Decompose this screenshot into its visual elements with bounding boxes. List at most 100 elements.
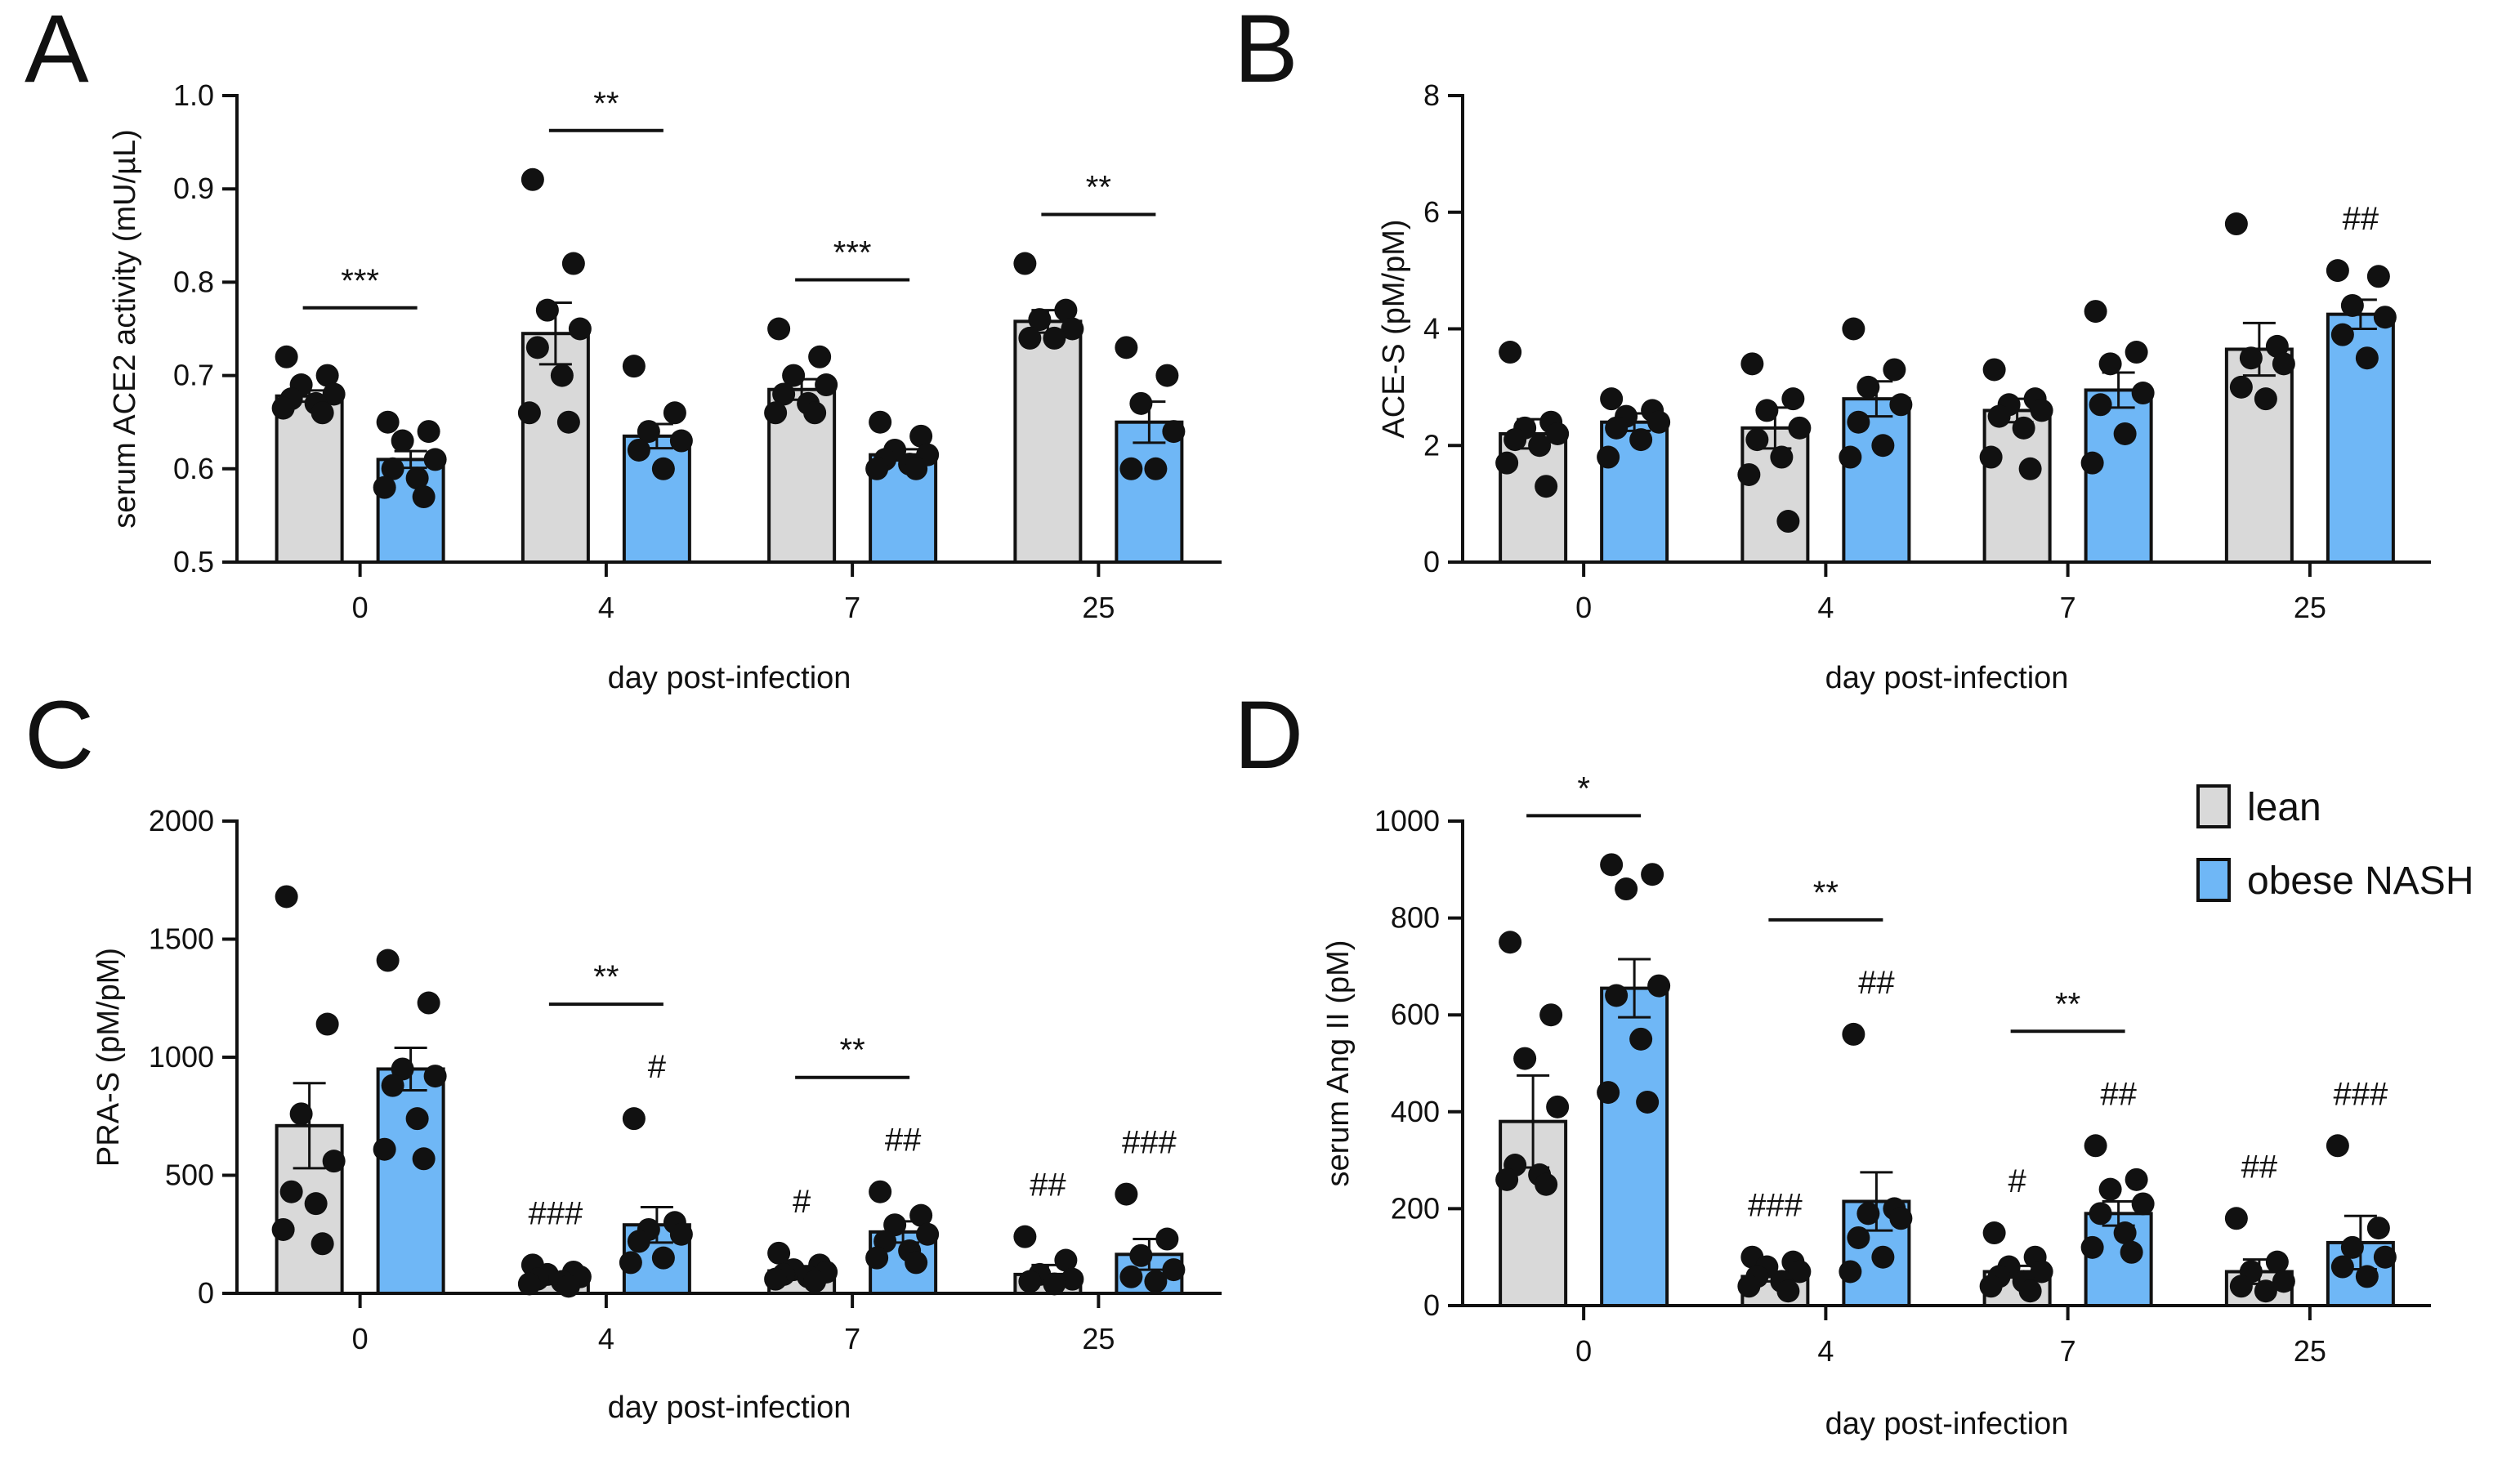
data-point xyxy=(1740,352,1764,376)
data-point xyxy=(275,345,298,368)
y-tick-label: 200 xyxy=(1391,1191,1440,1225)
data-point xyxy=(525,336,549,359)
significance-label: ** xyxy=(840,1033,865,1069)
data-point xyxy=(1745,428,1769,452)
data-point xyxy=(909,1203,933,1227)
x-tick-label: 25 xyxy=(2294,591,2326,624)
data-point xyxy=(1535,475,1558,498)
data-point xyxy=(2254,1279,2277,1303)
data-point xyxy=(803,1270,827,1293)
data-point xyxy=(622,355,646,378)
data-point xyxy=(1788,416,1812,440)
data-point xyxy=(1982,1221,2006,1245)
data-point xyxy=(2340,293,2364,317)
data-point xyxy=(1504,428,1527,452)
data-point xyxy=(1513,1047,1537,1070)
x-axis-title: day post-infection xyxy=(608,1391,851,1425)
y-tick-label: 0 xyxy=(1423,1288,1440,1322)
data-point xyxy=(376,410,400,434)
data-point xyxy=(2030,1260,2053,1284)
data-point xyxy=(550,364,574,387)
bar-obese-nash xyxy=(2084,388,2153,564)
data-point xyxy=(376,949,400,972)
significance-label: ** xyxy=(593,86,619,122)
data-point xyxy=(1129,391,1153,415)
data-point xyxy=(1115,336,1138,359)
data-point xyxy=(1839,1260,1862,1284)
x-axis-title: day post-infection xyxy=(1825,661,2069,695)
hash-label: # xyxy=(793,1184,811,1220)
significance-label: *** xyxy=(833,235,872,271)
data-point xyxy=(1781,387,1805,411)
data-point xyxy=(1028,308,1052,332)
data-point xyxy=(627,438,650,462)
data-point xyxy=(1842,1022,1865,1046)
data-point xyxy=(865,457,889,480)
data-point xyxy=(669,429,693,453)
data-point xyxy=(651,1246,675,1270)
y-tick-label: 0 xyxy=(1423,545,1440,578)
data-point xyxy=(1776,1279,1800,1303)
data-point xyxy=(2084,300,2107,324)
y-axis-title: serum Ang II (pM) xyxy=(1321,940,1356,1187)
data-point xyxy=(2113,1221,2137,1245)
data-point xyxy=(865,1246,889,1270)
data-point xyxy=(619,1251,642,1275)
data-point xyxy=(412,1147,436,1171)
data-point xyxy=(2366,265,2390,288)
data-point xyxy=(279,1180,303,1203)
data-point xyxy=(373,1137,396,1161)
data-point xyxy=(782,364,806,387)
x-tick-label: 7 xyxy=(2060,591,2076,624)
data-point xyxy=(2080,1235,2104,1259)
data-point xyxy=(916,1222,940,1246)
data-point xyxy=(1776,510,1800,534)
data-point xyxy=(1770,445,1794,469)
data-point xyxy=(627,1230,650,1253)
data-point xyxy=(1018,326,1042,350)
significance-label: ** xyxy=(1813,875,1839,911)
hash-label: ## xyxy=(1030,1168,1066,1203)
data-point xyxy=(1847,1226,1870,1249)
data-point xyxy=(669,1222,693,1246)
hash-label: ## xyxy=(885,1123,922,1159)
data-point xyxy=(909,424,933,448)
data-point xyxy=(1856,375,1880,399)
data-point xyxy=(391,429,414,453)
y-tick-label: 8 xyxy=(1423,78,1440,112)
data-point xyxy=(423,448,447,471)
y-tick-label: 1500 xyxy=(149,922,214,956)
data-point xyxy=(1600,853,1624,877)
data-point xyxy=(905,1251,928,1275)
data-point xyxy=(622,1107,646,1131)
y-tick-label: 0.5 xyxy=(173,545,214,578)
data-point xyxy=(2012,416,2035,440)
data-point xyxy=(764,1267,788,1291)
data-point xyxy=(1535,1172,1558,1196)
significance-label: ** xyxy=(1086,170,1111,206)
significance-label: ** xyxy=(2055,986,2080,1022)
data-point xyxy=(2224,212,2248,236)
data-point xyxy=(1788,1260,1812,1284)
data-point xyxy=(2098,1177,2122,1201)
data-point xyxy=(2131,1192,2155,1216)
data-point xyxy=(1641,863,1664,886)
x-tick-label: 4 xyxy=(598,591,614,624)
data-point xyxy=(1755,399,1779,422)
y-tick-label: 1000 xyxy=(149,1040,214,1074)
data-point xyxy=(883,1213,907,1237)
data-point xyxy=(1119,457,1143,480)
data-point xyxy=(417,991,440,1015)
data-point xyxy=(1842,317,1865,341)
data-point xyxy=(1605,416,1629,440)
data-point xyxy=(637,420,660,444)
hash-label: ### xyxy=(529,1195,583,1231)
data-point xyxy=(1539,1003,1563,1027)
data-point xyxy=(1871,1245,1895,1269)
data-point xyxy=(556,1275,580,1298)
data-point xyxy=(423,1065,447,1088)
y-tick-label: 0.9 xyxy=(173,172,214,205)
data-point xyxy=(1054,298,1078,322)
data-point xyxy=(2125,1168,2148,1191)
